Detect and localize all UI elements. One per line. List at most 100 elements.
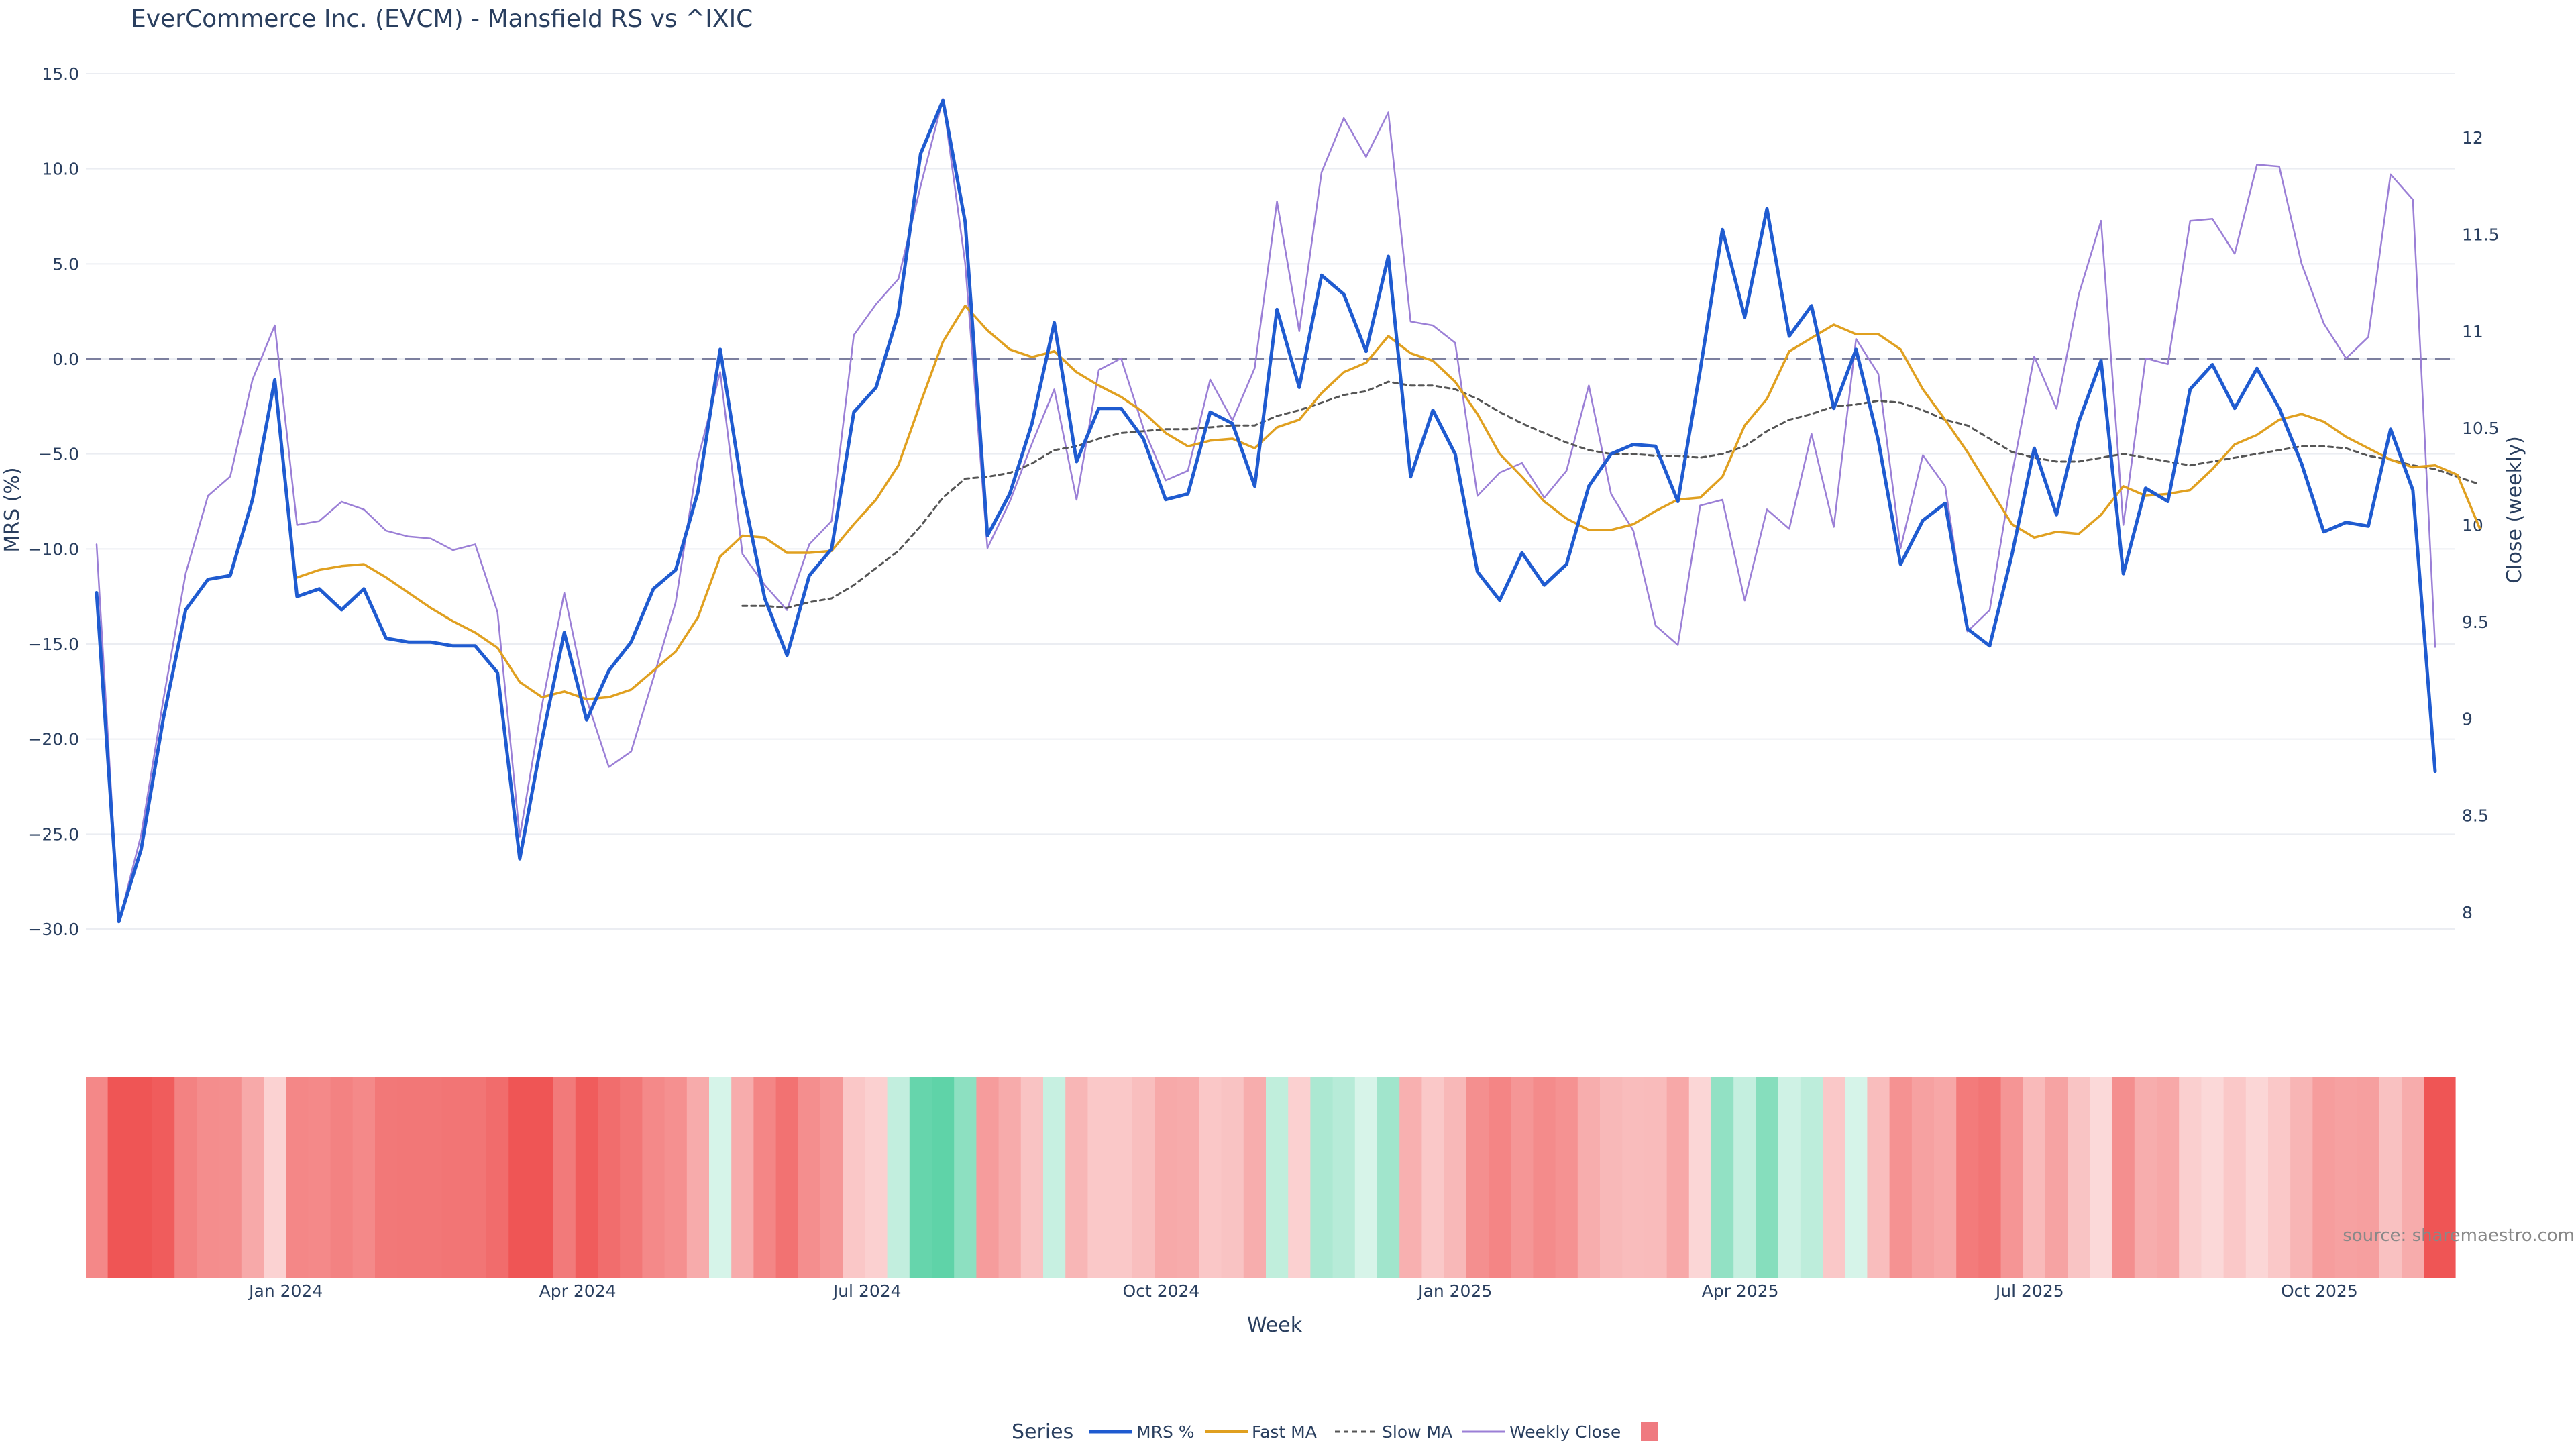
heatmap-cell xyxy=(820,1077,843,1278)
heatmap-cell xyxy=(1688,1077,1712,1278)
heatmap-cell xyxy=(2290,1077,2313,1278)
y-tick-label: −20.0 xyxy=(28,730,79,749)
heatmap-cell xyxy=(1332,1077,1356,1278)
heatmap-cell xyxy=(954,1077,977,1278)
heatmap-cell xyxy=(2379,1077,2402,1278)
heatmap-cell xyxy=(887,1077,910,1278)
heatmap-cell xyxy=(464,1077,487,1278)
heatmap-cell xyxy=(1243,1077,1267,1278)
heatmap-cell xyxy=(1199,1077,1222,1278)
heatmap-cell xyxy=(531,1077,554,1278)
y2-tick-label: 11.5 xyxy=(2462,225,2500,244)
heatmap-cell xyxy=(1711,1077,1734,1278)
heatmap-cell xyxy=(1934,1077,1957,1278)
heatmap-cell xyxy=(1354,1077,1378,1278)
heatmap-cell xyxy=(197,1077,220,1278)
y-tick-label: 5.0 xyxy=(52,254,79,274)
heatmap-cell xyxy=(1577,1077,1601,1278)
heatmap-cell xyxy=(286,1077,309,1278)
heatmap-cell xyxy=(642,1077,665,1278)
heatmap-cell xyxy=(553,1077,576,1278)
heatmap-cell xyxy=(1087,1077,1111,1278)
y2-tick-label: 8 xyxy=(2462,903,2473,922)
heatmap-cell xyxy=(330,1077,354,1278)
y2-tick-label: 9 xyxy=(2462,709,2473,729)
heatmap-cell xyxy=(909,1077,932,1278)
heatmap-cell xyxy=(1399,1077,1422,1278)
y-tick-label: −30.0 xyxy=(28,920,79,939)
heatmap-cell xyxy=(2112,1077,2135,1278)
heatmap-cell xyxy=(2000,1077,2024,1278)
y-tick-label: 10.0 xyxy=(42,160,79,179)
heatmap-cell xyxy=(1600,1077,1623,1278)
heatmap-cell xyxy=(1800,1077,1823,1278)
heatmap-cell xyxy=(2268,1077,2291,1278)
heatmap-cell xyxy=(2201,1077,2224,1278)
heatmap-cell xyxy=(709,1077,732,1278)
heatmap-cell xyxy=(575,1077,598,1278)
heatmap-cell xyxy=(419,1077,443,1278)
heatmap-cell xyxy=(1489,1077,1511,1278)
heatmap-cell xyxy=(1043,1077,1066,1278)
heatmap-cell xyxy=(219,1077,242,1278)
heatmap-cell xyxy=(264,1077,286,1278)
y-tick-label: −10.0 xyxy=(28,539,79,559)
y2-tick-label: 12 xyxy=(2462,128,2483,148)
heatmap-cell xyxy=(1110,1077,1133,1278)
heatmap-cell xyxy=(1978,1077,2002,1278)
y-axis-ticks: 15.0 10.0 5.0 0.0 −5.0 −10.0 −15.0 −20.0 −25.0 −3… xyxy=(28,64,79,939)
heatmap-cell xyxy=(798,1077,821,1278)
heatmap-cell xyxy=(1266,1077,1289,1278)
heatmap-cell xyxy=(598,1077,621,1278)
legend-label-weekly-close: Weekly Close xyxy=(1509,1422,1621,1442)
y2-tick-label: 9.5 xyxy=(2462,612,2489,632)
heatmap-cell xyxy=(2134,1077,2157,1278)
y-tick-label: −25.0 xyxy=(28,824,79,844)
series-line-mrs xyxy=(95,99,2437,924)
heatmap-cell xyxy=(86,1077,109,1278)
heatmap-cell xyxy=(1377,1077,1400,1278)
y-tick-label: 15.0 xyxy=(42,64,79,84)
heatmap-cell xyxy=(620,1077,643,1278)
x-tick-label: Jan 2024 xyxy=(248,1281,323,1301)
heatmap-cell xyxy=(932,1077,955,1278)
heatmap-cell xyxy=(2245,1077,2269,1278)
heatmap-cell xyxy=(1867,1077,1890,1278)
heatmap-cell xyxy=(2045,1077,2068,1278)
heatmap-cell xyxy=(1132,1077,1155,1278)
heatmap-cell xyxy=(375,1077,398,1278)
heatmap-cell xyxy=(2357,1077,2380,1278)
x-tick-label: Apr 2025 xyxy=(1702,1281,1779,1301)
legend-swatch-heatmap xyxy=(1641,1422,1658,1441)
heatmap-cell xyxy=(486,1077,509,1278)
legend: Series MRS % Fast MA Slow MA Weekly Clos… xyxy=(1012,1420,1658,1444)
heatmap-cell xyxy=(686,1077,710,1278)
y2-axis-ticks: 12 11.5 11 10.5 10 9.5 9 8.5 8 xyxy=(2462,128,2500,922)
y-axis-title: MRS (%) xyxy=(1,467,24,552)
heatmap-cell xyxy=(1511,1077,1534,1278)
y2-axis-title: Close (weekly) xyxy=(2503,436,2526,584)
heatmap-cell xyxy=(1666,1077,1690,1278)
legend-label-fast-ma: Fast MA xyxy=(1252,1422,1317,1442)
x-tick-label: Jan 2025 xyxy=(1417,1281,1492,1301)
x-tick-label: Oct 2024 xyxy=(1123,1281,1200,1301)
series-line-weekly-close xyxy=(95,98,2436,923)
mrs-heatmap-strip xyxy=(86,1077,2456,1278)
heatmap-cell xyxy=(1444,1077,1467,1278)
y-tick-label: 0.0 xyxy=(52,350,79,369)
heatmap-cell xyxy=(1778,1077,1801,1278)
heatmap-cell xyxy=(2424,1077,2456,1278)
heatmap-cell xyxy=(2157,1077,2180,1278)
heatmap-cell xyxy=(1911,1077,1935,1278)
y2-tick-label: 10 xyxy=(2462,516,2483,535)
heatmap-cell xyxy=(241,1077,264,1278)
heatmap-cell xyxy=(998,1077,1022,1278)
heatmap-cell xyxy=(2223,1077,2247,1278)
heatmap-cell xyxy=(1020,1077,1044,1278)
legend-label-mrs: MRS % xyxy=(1136,1422,1195,1442)
heatmap-cell xyxy=(1288,1077,1311,1278)
heatmap-cell xyxy=(1845,1077,1868,1278)
heatmap-cell xyxy=(174,1077,197,1278)
heatmap-cell xyxy=(441,1077,465,1278)
heatmap-cell xyxy=(664,1077,688,1278)
